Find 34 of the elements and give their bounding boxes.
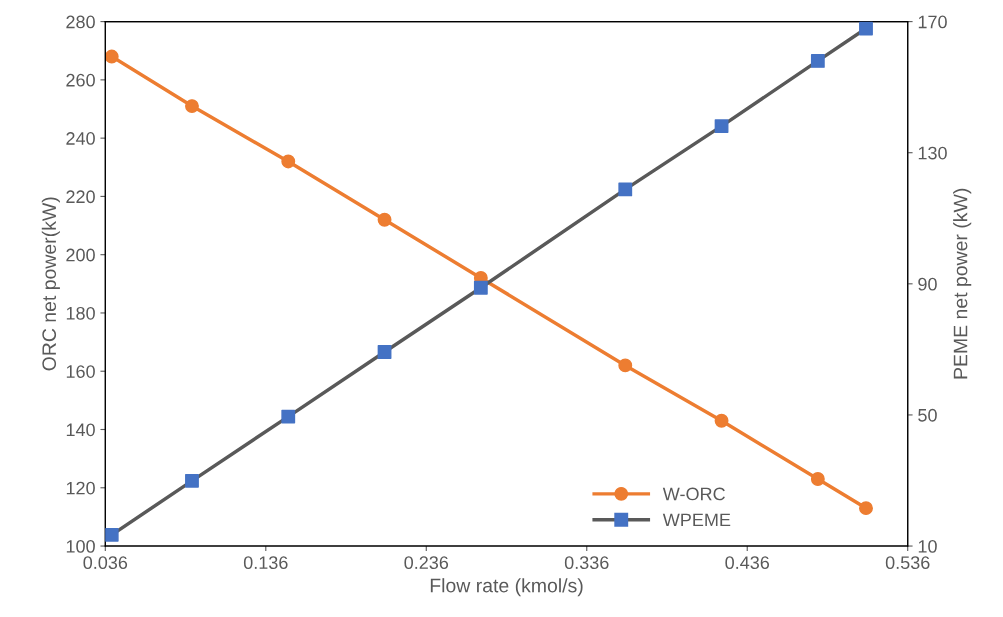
y2-axis-title: PEME net power (kW) [953, 188, 972, 379]
legend-label: W-ORC [662, 487, 725, 501]
point [618, 358, 633, 373]
point [377, 212, 392, 227]
y-tick-label: 180 [66, 306, 95, 320]
x-tick-label: 0.136 [243, 556, 288, 570]
y-tick-label: 100 [66, 539, 95, 553]
y-tick-label: 120 [66, 481, 95, 495]
point [714, 413, 729, 428]
point [105, 49, 119, 64]
y2-tick-label: 170 [918, 15, 947, 29]
y-tick-label: 200 [66, 248, 95, 262]
y2-tick-label: 130 [918, 146, 947, 160]
y2-tick-label: 90 [918, 277, 937, 291]
y2-tick-label: 50 [918, 408, 937, 422]
legend-label: WPEME [662, 513, 731, 527]
point [185, 99, 199, 114]
y-tick-label: 140 [66, 423, 95, 437]
x-tick-label: 0.436 [725, 556, 770, 570]
x-tick-label: 0.536 [885, 556, 930, 570]
y-tick-label: 280 [66, 15, 95, 29]
point [281, 154, 296, 169]
y-tick-label: 220 [66, 190, 95, 204]
y-tick-label: 260 [66, 73, 95, 87]
x-tick-label: 0.236 [404, 556, 449, 570]
x-tick-label: 0.036 [83, 556, 128, 570]
point [859, 501, 873, 516]
point [810, 472, 825, 486]
y2-tick-label: 10 [918, 539, 937, 553]
x-axis-title: Flow rate (kmol/s) [430, 578, 583, 597]
x-tick-label: 0.336 [564, 556, 609, 570]
y-tick-label: 160 [66, 365, 95, 378]
y-tick-label: 240 [66, 132, 95, 145]
y-axis-title: ORC net power(kW) [41, 197, 60, 371]
